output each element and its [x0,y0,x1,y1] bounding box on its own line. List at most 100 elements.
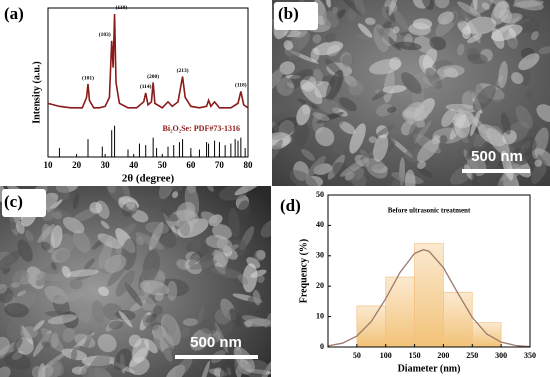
flake [6,318,24,342]
histogram-bar [471,322,502,348]
x-axis-label: Diameter (nm) [398,363,461,374]
peak-label: (114) [140,83,152,90]
flake [348,80,364,96]
flake [25,230,34,242]
flake [276,77,295,96]
flake [161,347,178,365]
flake [324,32,337,43]
flake [97,233,122,249]
flake [389,56,401,70]
x-tick-label: 20 [72,160,82,170]
peak-label: (101) [82,74,94,81]
flake [206,186,214,192]
flake [41,241,51,251]
flake [52,291,86,304]
flake [4,351,31,371]
flake [441,108,456,128]
flake [190,260,218,270]
flake [354,0,366,16]
flake [169,186,183,192]
y-axis-label: Frequency (%) [298,239,309,304]
flake [401,72,422,94]
flake [0,283,8,294]
peak-label: (118) [235,82,247,89]
flake [514,0,544,11]
flake [439,135,448,144]
y-tick-label: 40 [316,220,324,229]
y-tick-label: 10 [316,311,324,320]
peak-label: (213) [177,67,189,74]
flake [322,10,340,28]
flake [237,274,249,285]
flake [91,300,105,324]
flake [457,43,465,56]
y-tick-label: 0 [320,342,324,351]
flake [341,54,355,67]
flake [260,219,271,238]
x-tick-label: 250 [466,351,478,360]
flake [349,123,366,154]
peak-label: (103) [99,31,111,38]
flake [272,139,283,162]
flake [332,141,345,156]
panel-label: (a) [4,4,24,23]
flake [405,169,416,186]
flake [471,169,481,186]
flake [149,195,161,208]
flake [135,232,164,250]
flake [4,302,29,318]
x-tick-label: 100 [380,351,392,360]
flake [417,167,434,178]
panel-label: (d) [280,196,301,215]
flake [98,286,110,296]
flake [50,332,59,348]
flake [376,124,396,137]
flake [84,328,93,351]
y-tick-label: 20 [316,281,324,290]
flake [7,215,16,230]
flake [105,186,129,204]
flake [357,23,373,38]
flake [131,209,149,223]
fit-curve [327,249,531,348]
flake [12,269,30,286]
plot-frame [47,7,249,158]
xrd-curve [47,13,249,109]
flake [199,320,218,335]
flake [199,360,210,377]
flake [472,85,496,112]
flake [211,244,240,256]
flake [0,366,11,377]
flake [470,108,481,137]
flake [182,318,199,326]
panel-label: (b) [278,4,299,23]
flake [315,127,335,147]
flake [339,121,356,135]
flake [78,311,91,323]
flake [160,314,181,346]
flake [62,217,85,234]
flake [297,98,318,109]
flake [454,114,471,139]
flake [190,328,212,351]
flake [283,40,294,51]
flake [16,290,27,297]
x-tick-label: 150 [409,351,421,360]
flake [228,207,240,238]
label-background [274,2,318,30]
flake [421,0,434,11]
x-tick-label: 40 [129,160,139,170]
histogram-bar [356,305,387,348]
x-tick-label: 50 [353,351,361,360]
flake [89,201,103,214]
flake [142,314,159,331]
peak-label: (110) [116,4,128,11]
flake [500,112,511,135]
flake [135,295,156,311]
flake [498,60,508,89]
x-tick-label: 10 [44,160,54,170]
flake [392,26,400,34]
x-tick-label: 200 [437,351,449,360]
flake [50,225,63,249]
flake [326,69,344,102]
